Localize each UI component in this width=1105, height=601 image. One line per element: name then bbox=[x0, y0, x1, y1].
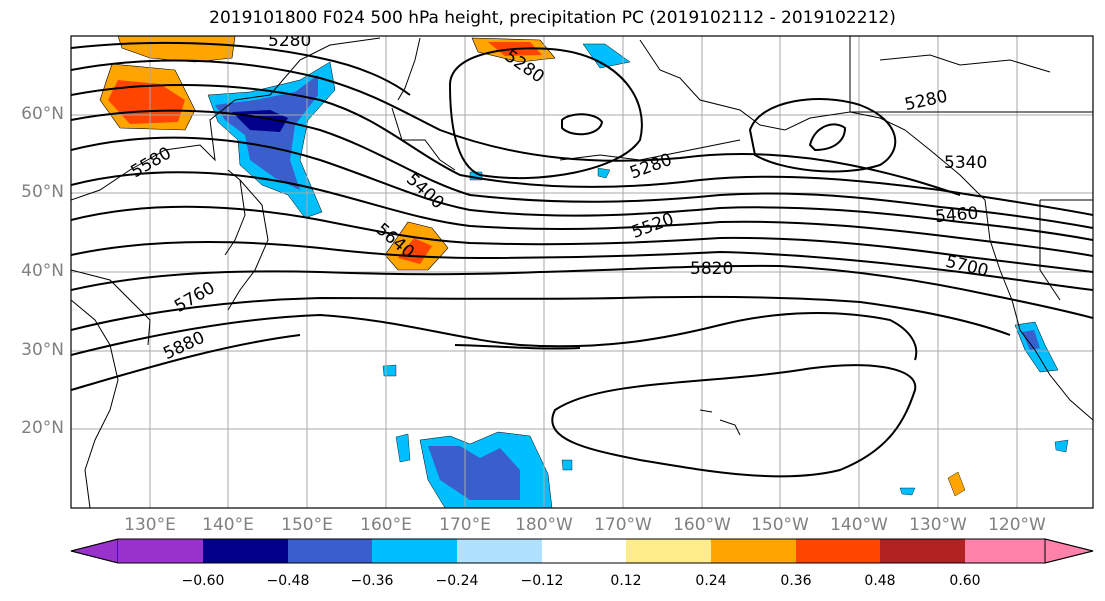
colorbar-tick: −0.12 bbox=[520, 573, 564, 589]
lat-label: 40°N bbox=[21, 261, 64, 281]
lat-label: 60°N bbox=[21, 104, 64, 124]
lon-label: 140°E bbox=[202, 515, 254, 535]
height-contours bbox=[71, 41, 1093, 478]
colorbar-tick: −0.48 bbox=[266, 573, 310, 589]
colorbar bbox=[70, 538, 1094, 564]
colorbar-tick: 0.24 bbox=[695, 573, 727, 589]
lon-label: 170°E bbox=[439, 515, 491, 535]
lon-label: 120°W bbox=[988, 515, 1046, 535]
lat-label: 20°N bbox=[21, 418, 64, 438]
colorbar-tick: −0.24 bbox=[435, 573, 479, 589]
contour-label: 5340 bbox=[944, 153, 987, 173]
lon-label: 180°W bbox=[515, 515, 573, 535]
lon-label: 150°W bbox=[751, 515, 809, 535]
colorbar-tick: 0.12 bbox=[610, 573, 642, 589]
map-border bbox=[70, 35, 1094, 509]
lon-label: 160°W bbox=[673, 515, 731, 535]
lon-label: 150°E bbox=[281, 515, 333, 535]
lat-label: 30°N bbox=[21, 340, 64, 360]
colorbar-extend-high bbox=[1044, 538, 1094, 564]
colorbar-tick: 0.60 bbox=[949, 573, 981, 589]
map-title: 2019101800 F024 500 hPa height, precipit… bbox=[209, 8, 896, 28]
lat-label: 50°N bbox=[21, 182, 64, 202]
lon-label: 130°W bbox=[909, 515, 967, 535]
colorbar-tick: 0.48 bbox=[864, 573, 896, 589]
contour-label: 5820 bbox=[690, 259, 733, 279]
colorbar-tick: −0.36 bbox=[350, 573, 394, 589]
gridlines bbox=[71, 36, 1093, 508]
lon-label: 130°E bbox=[124, 515, 176, 535]
lon-label: 170°W bbox=[594, 515, 652, 535]
coastlines bbox=[71, 36, 1093, 508]
contour-label: 5280 bbox=[268, 31, 311, 51]
lon-label: 140°W bbox=[830, 515, 888, 535]
colorbar-extend-low bbox=[70, 538, 119, 564]
colorbar-tick: −0.60 bbox=[181, 573, 225, 589]
contour-label: 5460 bbox=[934, 203, 979, 227]
lon-label: 160°E bbox=[360, 515, 412, 535]
colorbar-tick: 0.36 bbox=[780, 573, 812, 589]
